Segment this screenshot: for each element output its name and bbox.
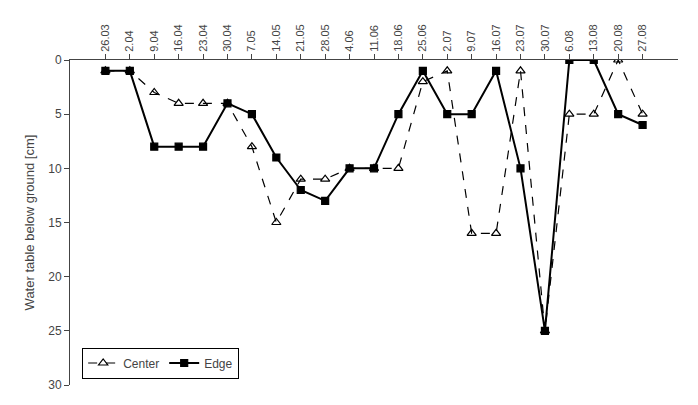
- svg-text:13.08: 13.08: [587, 24, 599, 52]
- svg-text:20.08: 20.08: [612, 24, 624, 52]
- svg-text:9.07: 9.07: [465, 30, 477, 51]
- svg-text:20: 20: [48, 270, 62, 284]
- svg-text:16.04: 16.04: [172, 24, 184, 52]
- svg-text:2.04: 2.04: [123, 30, 135, 51]
- svg-text:25: 25: [48, 324, 62, 338]
- svg-text:27.08: 27.08: [636, 24, 648, 52]
- svg-text:5: 5: [55, 107, 62, 121]
- svg-text:Edge: Edge: [204, 357, 232, 371]
- svg-text:25.06: 25.06: [416, 24, 428, 52]
- svg-text:14.05: 14.05: [270, 24, 282, 52]
- svg-text:Water table below ground [cm]: Water table below ground [cm]: [22, 135, 37, 311]
- svg-text:2.07: 2.07: [441, 30, 453, 51]
- svg-text:11.06: 11.06: [368, 25, 380, 52]
- svg-text:23.04: 23.04: [197, 24, 209, 52]
- svg-text:21.05: 21.05: [294, 24, 306, 52]
- svg-text:30: 30: [48, 378, 62, 392]
- svg-text:6.08: 6.08: [563, 30, 575, 51]
- svg-text:18.06: 18.06: [392, 24, 404, 52]
- svg-text:Center: Center: [123, 357, 159, 371]
- svg-text:0: 0: [55, 53, 62, 67]
- svg-text:16.07: 16.07: [490, 24, 502, 52]
- svg-text:30.07: 30.07: [539, 24, 551, 52]
- svg-text:7.05: 7.05: [245, 30, 257, 51]
- svg-text:28.05: 28.05: [319, 24, 331, 52]
- svg-text:4.06: 4.06: [343, 30, 355, 51]
- svg-text:23.07: 23.07: [514, 24, 526, 52]
- svg-text:9.04: 9.04: [148, 30, 160, 51]
- svg-text:10: 10: [48, 162, 62, 176]
- svg-text:26.03: 26.03: [99, 24, 111, 52]
- svg-text:30.04: 30.04: [221, 24, 233, 52]
- svg-text:15: 15: [48, 216, 62, 230]
